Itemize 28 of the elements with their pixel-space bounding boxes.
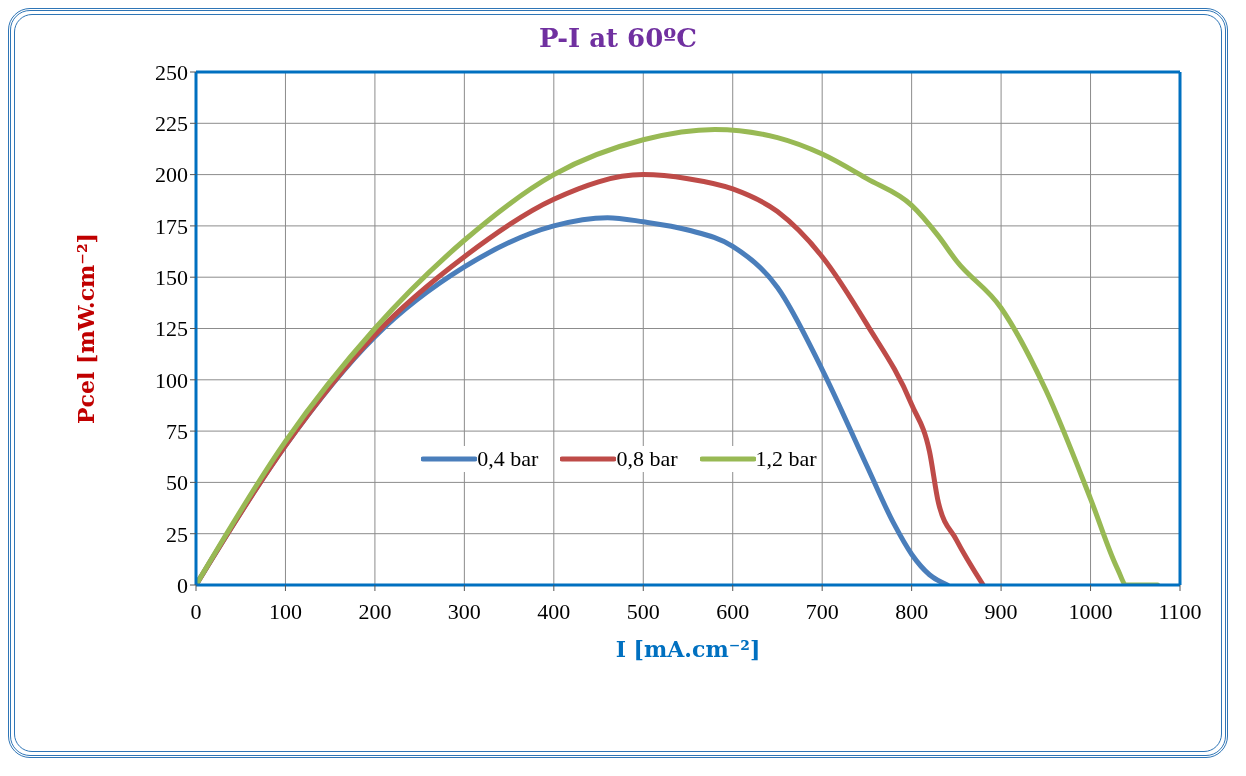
x-tick-label: 300 <box>447 598 481 624</box>
x-tick-label: 800 <box>895 598 929 624</box>
x-tick-label: 600 <box>716 598 750 624</box>
x-tick-label: 500 <box>626 598 660 624</box>
x-axis-title: I [mA.cm⁻²] <box>615 636 761 662</box>
y-tick-label: 75 <box>166 418 188 444</box>
y-tick-label: 250 <box>155 59 188 85</box>
y-tick-label: 175 <box>155 213 188 239</box>
legend-label: 0,4 bar <box>477 446 539 472</box>
y-tick-label: 150 <box>155 265 188 291</box>
y-tick-label: 50 <box>166 470 188 496</box>
x-tick-label: 200 <box>358 598 392 624</box>
chart-title: P-I at 60ºC <box>538 23 698 53</box>
y-axis-title: Pcel [mW.cm⁻²] <box>72 233 99 424</box>
x-tick-label: 700 <box>805 598 839 624</box>
y-tick-label: 225 <box>155 111 188 137</box>
legend-label: 1,2 bar <box>755 446 817 472</box>
x-tick-label: 900 <box>984 598 1018 624</box>
x-tick-label: 100 <box>268 598 302 624</box>
legend-label: 0,8 bar <box>616 446 678 472</box>
x-tick-label: 1000 <box>1068 598 1113 624</box>
y-tick-label: 125 <box>155 316 188 342</box>
x-tick-label: 1100 <box>1158 598 1202 624</box>
x-tick-label: 400 <box>537 598 571 624</box>
y-tick-label: 100 <box>155 367 188 393</box>
y-tick-label: 200 <box>155 162 188 188</box>
y-tick-label: 0 <box>177 572 188 598</box>
y-tick-label: 25 <box>166 521 188 547</box>
